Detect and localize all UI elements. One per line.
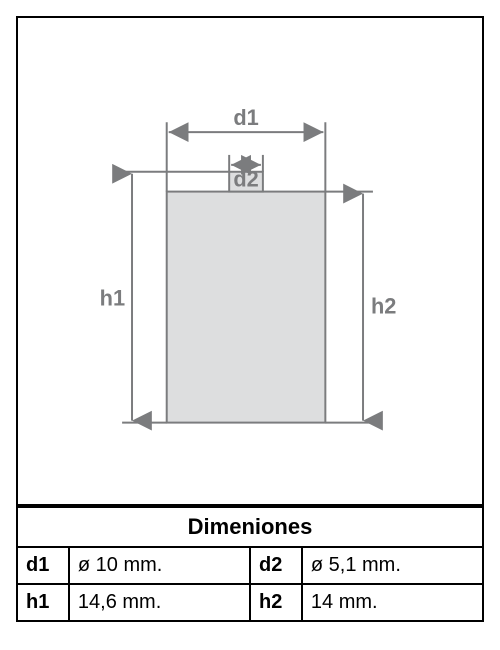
table-title: Dimeniones — [17, 507, 483, 547]
body-shape — [167, 192, 326, 423]
table-row: d1 ø 10 mm. d2 ø 5,1 mm. — [17, 547, 483, 584]
d2-label: d2 — [233, 167, 258, 192]
d1-label: d1 — [233, 105, 258, 130]
cell-val: 14 mm. — [302, 584, 483, 621]
cell-val: ø 10 mm. — [69, 547, 250, 584]
table-row: h1 14,6 mm. h2 14 mm. — [17, 584, 483, 621]
h2-label: h2 — [371, 294, 396, 319]
dimensions-table: Dimeniones d1 ø 10 mm. d2 ø 5,1 mm. h1 1… — [16, 506, 484, 622]
cell-key: h2 — [250, 584, 302, 621]
dimension-drawing: d1 d2 h1 h2 — [18, 18, 482, 504]
cell-key: d2 — [250, 547, 302, 584]
cell-val: 14,6 mm. — [69, 584, 250, 621]
page-container: d1 d2 h1 h2 Dimeniones d1 ø 1 — [0, 0, 500, 650]
cell-val: ø 5,1 mm. — [302, 547, 483, 584]
cell-key: h1 — [17, 584, 69, 621]
h1-label: h1 — [100, 286, 125, 311]
cell-key: d1 — [17, 547, 69, 584]
diagram-frame: d1 d2 h1 h2 — [16, 16, 484, 506]
